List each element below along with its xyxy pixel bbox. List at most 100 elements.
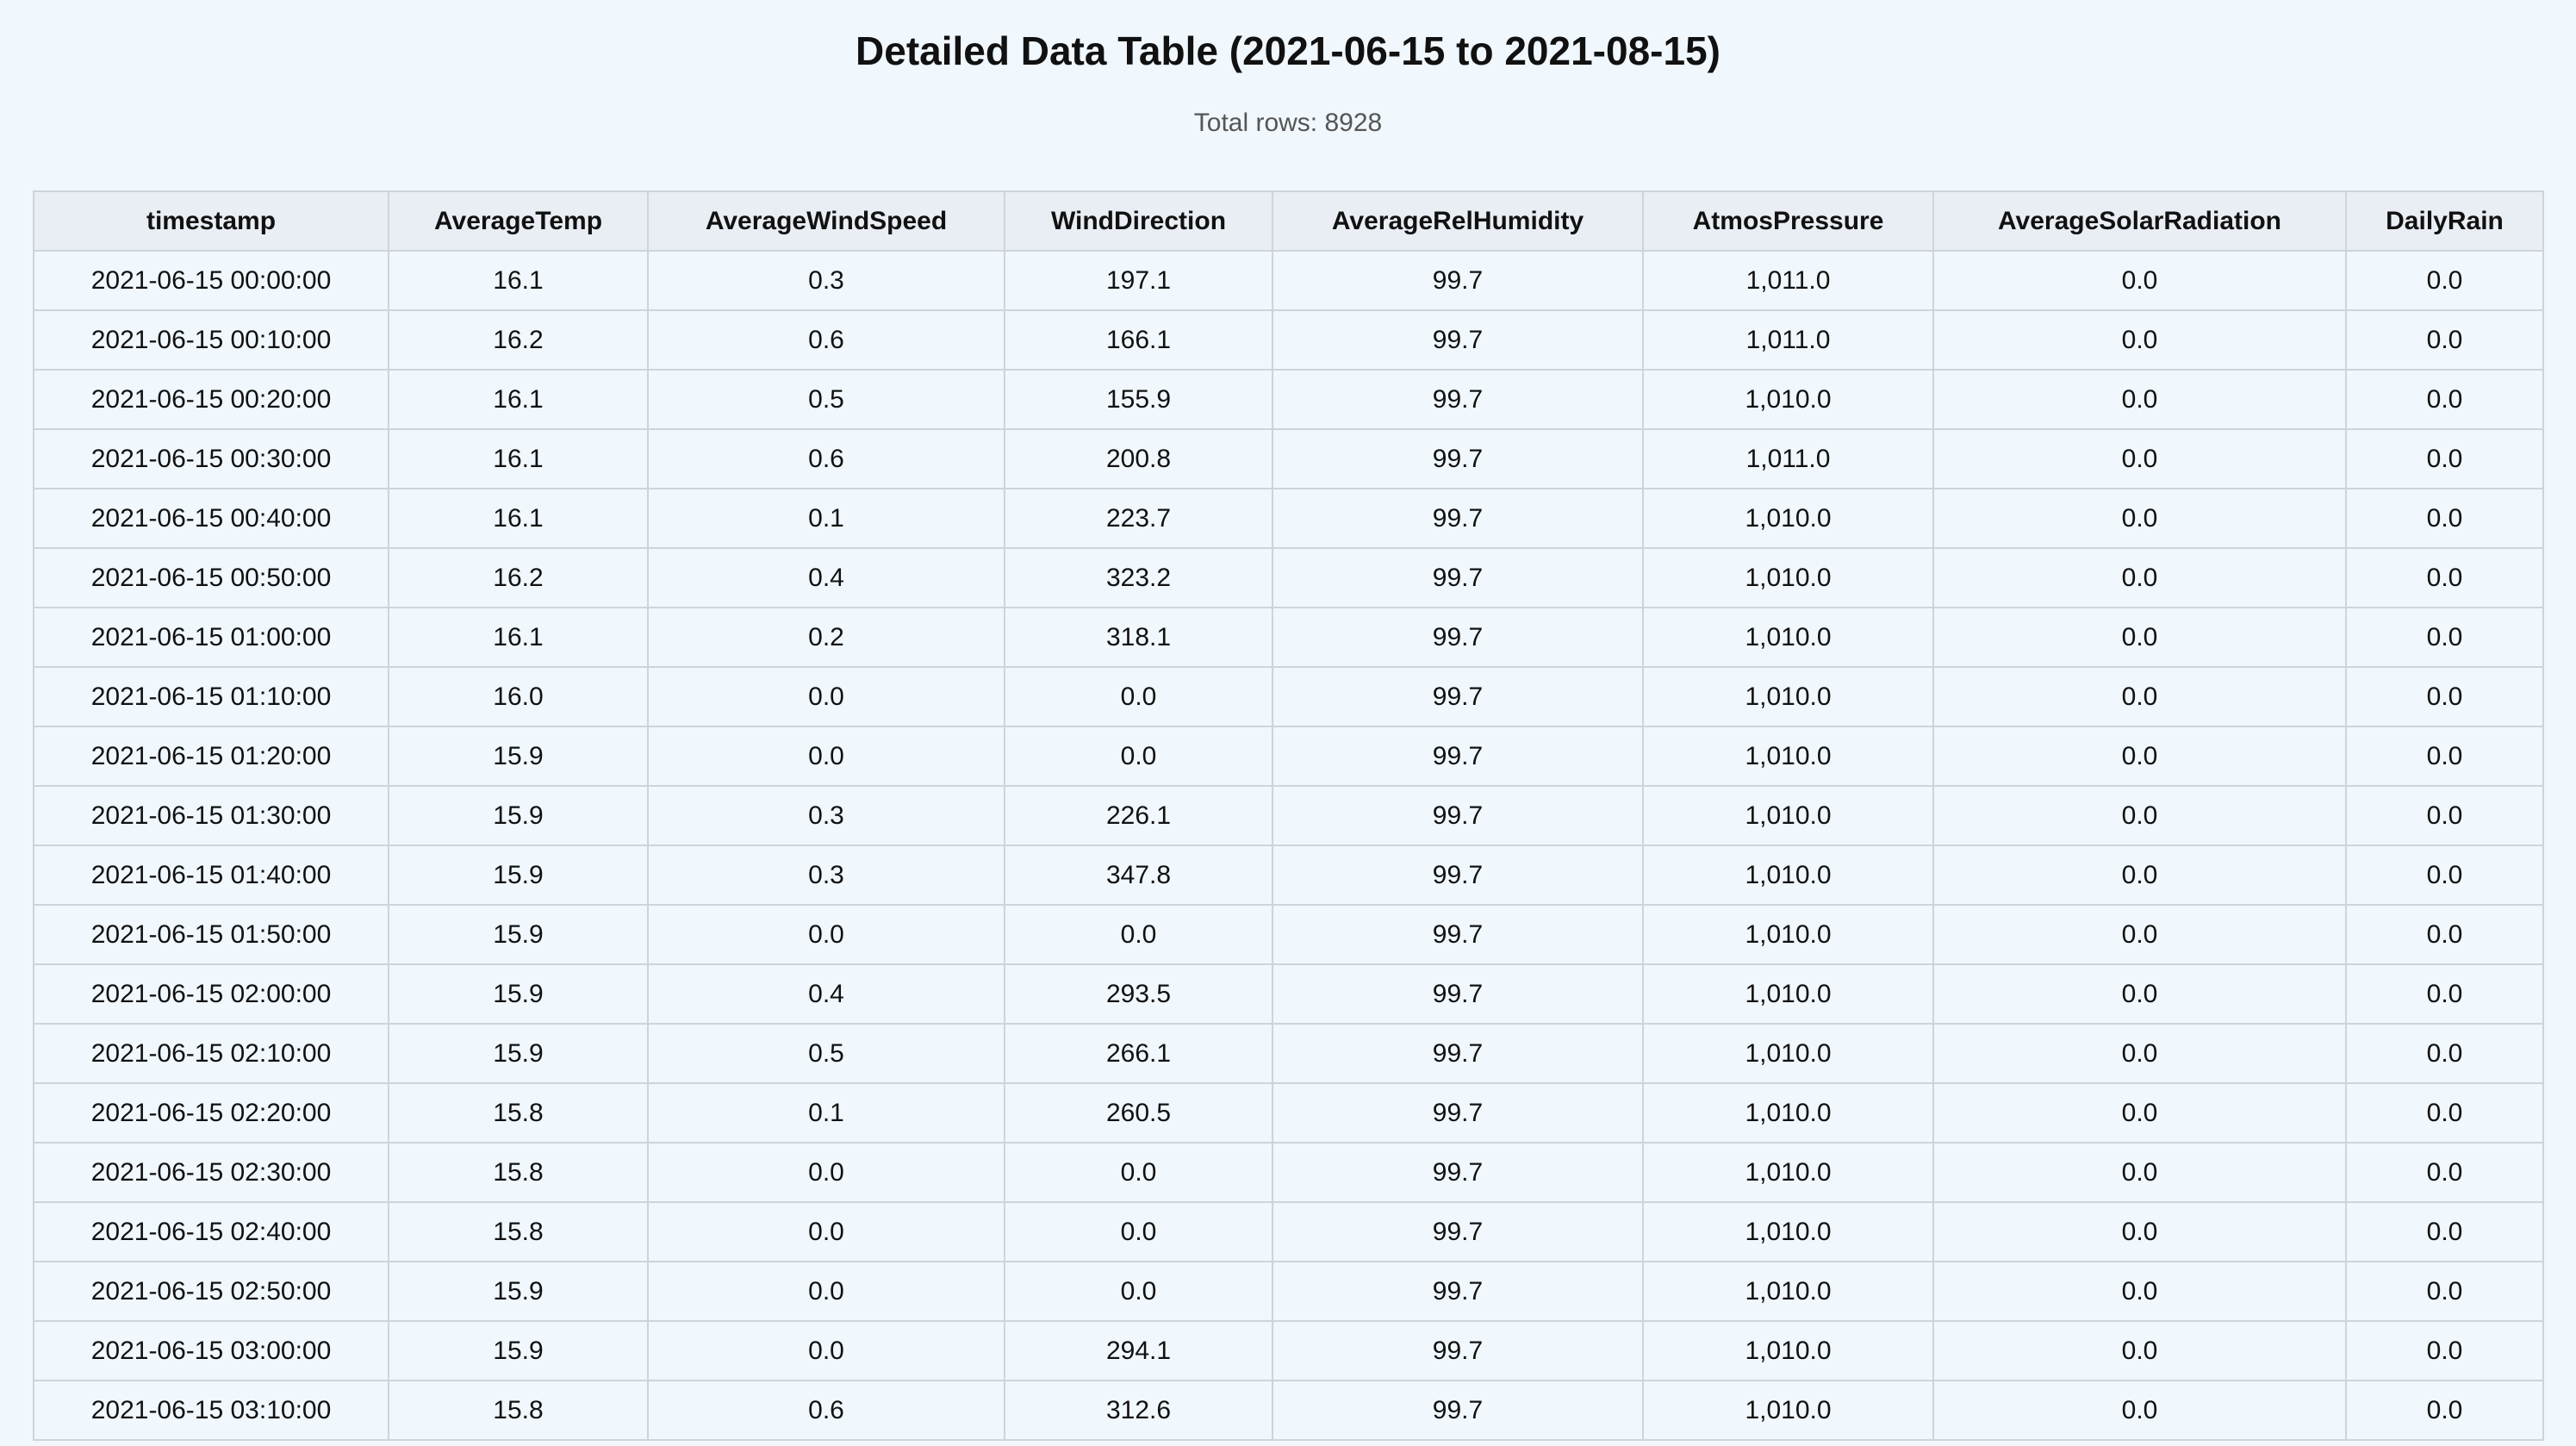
table-cell-averagesolarradiation: 0.0 — [1932, 1142, 2347, 1203]
table-cell-averagesolarradiation: 0.0 — [1932, 1261, 2347, 1322]
table-cell-averagetemp: 16.1 — [388, 369, 649, 430]
table-cell-averagesolarradiation: 0.0 — [1932, 1023, 2347, 1084]
table-cell-averagesolarradiation: 0.0 — [1932, 726, 2347, 787]
table-cell-averagewindspeed: 0.5 — [647, 1023, 1005, 1084]
table-cell-averagerelhumidity: 99.7 — [1272, 785, 1644, 846]
column-header-atmospressure[interactable]: AtmosPressure — [1642, 190, 1934, 252]
table-cell-averagesolarradiation: 0.0 — [1932, 904, 2347, 965]
table-cell-dailyrain: 0.0 — [2345, 1320, 2544, 1381]
table-cell-averagewindspeed: 0.4 — [647, 547, 1005, 608]
table-cell-winddirection: 200.8 — [1004, 428, 1273, 489]
table-cell-winddirection: 0.0 — [1004, 1261, 1273, 1322]
table-cell-averagesolarradiation: 0.0 — [1932, 547, 2347, 608]
table-cell-averagewindspeed: 0.6 — [647, 428, 1005, 489]
table-cell-averagetemp: 15.8 — [388, 1142, 649, 1203]
table-cell-averagewindspeed: 0.3 — [647, 250, 1005, 311]
table-cell-winddirection: 166.1 — [1004, 309, 1273, 371]
table-cell-timestamp: 2021-06-15 01:30:00 — [33, 785, 389, 846]
column-header-averagerelhumidity[interactable]: AverageRelHumidity — [1272, 190, 1644, 252]
table-cell-averagetemp: 15.9 — [388, 904, 649, 965]
table-cell-averagewindspeed: 0.0 — [647, 666, 1005, 727]
table-row: 2021-06-15 02:30:00 15.8 0.0 0.0 99.7 1,010.0… — [33, 1142, 2544, 1203]
table-cell-timestamp: 2021-06-15 01:10:00 — [33, 666, 389, 727]
table-cell-averagetemp: 16.2 — [388, 547, 649, 608]
column-header-averagesolarradiation[interactable]: AverageSolarRadiation — [1932, 190, 2347, 252]
table-cell-dailyrain: 0.0 — [2345, 1201, 2544, 1262]
table-cell-winddirection: 293.5 — [1004, 963, 1273, 1025]
table-cell-averagerelhumidity: 99.7 — [1272, 904, 1644, 965]
table-cell-winddirection: 312.6 — [1004, 1380, 1273, 1441]
table-cell-averagetemp: 15.9 — [388, 785, 649, 846]
table-cell-averagesolarradiation: 0.0 — [1932, 607, 2347, 668]
table-cell-atmospressure: 1,010.0 — [1642, 963, 1934, 1025]
table-cell-dailyrain: 0.0 — [2345, 309, 2544, 371]
table-cell-dailyrain: 0.0 — [2345, 1023, 2544, 1084]
table-cell-averagetemp: 16.1 — [388, 488, 649, 549]
table-cell-winddirection: 0.0 — [1004, 904, 1273, 965]
table-cell-atmospressure: 1,010.0 — [1642, 666, 1934, 727]
table-cell-averagerelhumidity: 99.7 — [1272, 1380, 1644, 1441]
table-row: 2021-06-15 01:00:00 16.1 0.2 318.1 99.7 1,010… — [33, 607, 2544, 668]
column-header-dailyrain[interactable]: DailyRain — [2345, 190, 2544, 252]
table-cell-averagerelhumidity: 99.7 — [1272, 666, 1644, 727]
table-cell-averagerelhumidity: 99.7 — [1272, 1023, 1644, 1084]
table-cell-winddirection: 294.1 — [1004, 1320, 1273, 1381]
table-cell-averagerelhumidity: 99.7 — [1272, 1142, 1644, 1203]
table-cell-averagesolarradiation: 0.0 — [1932, 1082, 2347, 1144]
table-cell-averagewindspeed: 0.3 — [647, 845, 1005, 906]
table-cell-timestamp: 2021-06-15 00:30:00 — [33, 428, 389, 489]
table-cell-dailyrain: 0.0 — [2345, 666, 2544, 727]
table-cell-dailyrain: 0.0 — [2345, 547, 2544, 608]
table-cell-averagesolarradiation: 0.0 — [1932, 1380, 2347, 1441]
table-cell-dailyrain: 0.0 — [2345, 845, 2544, 906]
table-cell-averagetemp: 15.8 — [388, 1380, 649, 1441]
table-cell-dailyrain: 0.0 — [2345, 1380, 2544, 1441]
table-cell-averagesolarradiation: 0.0 — [1932, 666, 2347, 727]
table-cell-winddirection: 0.0 — [1004, 1201, 1273, 1262]
data-table-container[interactable]: timestamp AverageTemp AverageWindSpeed Wind… — [33, 190, 2544, 1441]
table-row: 2021-06-15 00:10:00 16.2 0.6 166.1 99.7 1,011… — [33, 309, 2544, 371]
table-cell-averagerelhumidity: 99.7 — [1272, 250, 1644, 311]
table-cell-averagewindspeed: 0.4 — [647, 963, 1005, 1025]
table-row: 2021-06-15 01:40:00 15.9 0.3 347.8 99.7 1,010… — [33, 845, 2544, 906]
table-row: 2021-06-15 00:40:00 16.1 0.1 223.7 99.7 1,010… — [33, 488, 2544, 549]
column-header-timestamp[interactable]: timestamp — [33, 190, 389, 252]
table-cell-winddirection: 323.2 — [1004, 547, 1273, 608]
table-row: 2021-06-15 02:40:00 15.8 0.0 0.0 99.7 1,010.0… — [33, 1201, 2544, 1262]
table-row: 2021-06-15 02:20:00 15.8 0.1 260.5 99.7 1,010… — [33, 1082, 2544, 1144]
table-cell-dailyrain: 0.0 — [2345, 369, 2544, 430]
table-cell-averagetemp: 16.1 — [388, 428, 649, 489]
table-cell-averagerelhumidity: 99.7 — [1272, 1201, 1644, 1262]
table-cell-atmospressure: 1,010.0 — [1642, 1023, 1934, 1084]
table-cell-timestamp: 2021-06-15 02:20:00 — [33, 1082, 389, 1144]
table-cell-winddirection: 223.7 — [1004, 488, 1273, 549]
table-cell-atmospressure: 1,010.0 — [1642, 1201, 1934, 1262]
table-cell-atmospressure: 1,011.0 — [1642, 309, 1934, 371]
table-cell-averagesolarradiation: 0.0 — [1932, 785, 2347, 846]
table-cell-averagesolarradiation: 0.0 — [1932, 428, 2347, 489]
table-cell-averagesolarradiation: 0.0 — [1932, 250, 2347, 311]
column-header-winddirection[interactable]: WindDirection — [1004, 190, 1273, 252]
column-header-averagewindspeed[interactable]: AverageWindSpeed — [647, 190, 1005, 252]
table-cell-averagerelhumidity: 99.7 — [1272, 1082, 1644, 1144]
table-cell-averagesolarradiation: 0.0 — [1932, 488, 2347, 549]
table-cell-atmospressure: 1,010.0 — [1642, 904, 1934, 965]
table-cell-averagesolarradiation: 0.0 — [1932, 845, 2347, 906]
table-cell-dailyrain: 0.0 — [2345, 1261, 2544, 1322]
table-cell-timestamp: 2021-06-15 00:10:00 — [33, 309, 389, 371]
data-table: timestamp AverageTemp AverageWindSpeed Wind… — [33, 190, 2544, 1441]
table-row: 2021-06-15 02:10:00 15.9 0.5 266.1 99.7 1,010… — [33, 1023, 2544, 1084]
column-header-averagetemp[interactable]: AverageTemp — [388, 190, 649, 252]
table-cell-atmospressure: 1,010.0 — [1642, 547, 1934, 608]
table-cell-timestamp: 2021-06-15 00:20:00 — [33, 369, 389, 430]
header-row: timestamp AverageTemp AverageWindSpeed Wind… — [33, 190, 2544, 252]
table-cell-atmospressure: 1,010.0 — [1642, 845, 1934, 906]
table-cell-timestamp: 2021-06-15 00:40:00 — [33, 488, 389, 549]
table-cell-averagesolarradiation: 0.0 — [1932, 1320, 2347, 1381]
table-cell-averagesolarradiation: 0.0 — [1932, 309, 2347, 371]
table-cell-averagetemp: 15.8 — [388, 1082, 649, 1144]
table-cell-dailyrain: 0.0 — [2345, 904, 2544, 965]
table-cell-averagerelhumidity: 99.7 — [1272, 963, 1644, 1025]
table-cell-dailyrain: 0.0 — [2345, 428, 2544, 489]
table-cell-dailyrain: 0.0 — [2345, 607, 2544, 668]
